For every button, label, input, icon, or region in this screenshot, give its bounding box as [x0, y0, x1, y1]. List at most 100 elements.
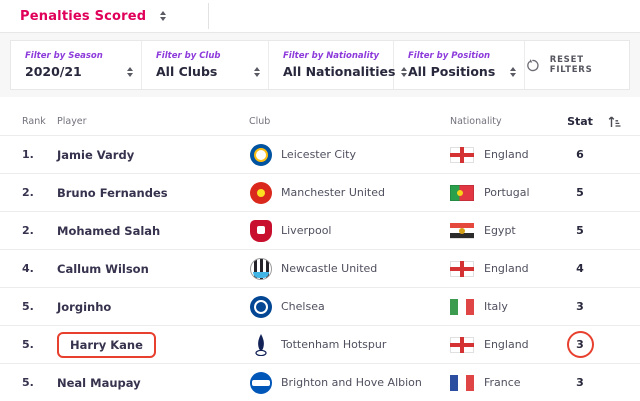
stat-value: 5	[576, 224, 584, 237]
nationality-cell: England	[450, 260, 565, 277]
club-name: Newcastle United	[281, 262, 378, 275]
player-name-annotation-box: Harry Kane	[57, 331, 156, 358]
page-title: Penalties Scored	[20, 8, 147, 24]
filter-club-dropdown[interactable]: Filter by Club All Clubs	[142, 41, 269, 89]
newcastle-united-badge	[250, 257, 272, 280]
stat-cell: 5	[576, 224, 584, 237]
club-cell: Newcastle United	[249, 257, 450, 280]
nationality-cell: England	[450, 146, 565, 163]
stat-cell: 6	[576, 148, 584, 161]
rank-cell: 1.	[22, 148, 34, 161]
rank-cell: 5.	[22, 338, 34, 351]
chevron-updown-icon	[510, 66, 516, 77]
player-cell: Neal Maupay	[57, 376, 249, 390]
filter-nationality-label: Filter by Nationality	[283, 51, 380, 61]
chevron-updown-icon	[254, 66, 260, 77]
table-row[interactable]: 5. Harry Kane Tottenham Hotspur England …	[0, 325, 640, 363]
stat-selector-dropdown-icon[interactable]	[160, 11, 167, 21]
table-row[interactable]: 2. Bruno Fernandes Manchester United Por…	[0, 173, 640, 211]
manchester-united-badge	[250, 181, 272, 204]
filter-position-value: All Positions	[408, 64, 496, 79]
table-body: 1. Jamie Vardy Leicester City England 6 …	[0, 135, 640, 401]
nationality-cell: Portugal	[450, 184, 565, 201]
rank-cell: 4.	[22, 262, 34, 275]
title-bar: Penalties Scored	[0, 0, 640, 33]
club-name: Liverpool	[281, 224, 332, 237]
chevron-updown-icon	[401, 66, 408, 77]
player-cell: Jamie Vardy	[57, 148, 249, 162]
filter-nationality-value: All Nationalities	[283, 64, 396, 79]
table-row[interactable]: 4. Callum Wilson Newcastle United Englan…	[0, 249, 640, 287]
club-name: Brighton and Hove Albion	[281, 376, 422, 389]
table-row[interactable]: 5. Neal Maupay Brighton and Hove Albion …	[0, 363, 640, 401]
column-header-player: Player	[57, 115, 87, 127]
tottenham-hotspur-badge	[250, 333, 272, 356]
column-header-rank: Rank	[22, 115, 46, 127]
stat-value: 3	[576, 376, 584, 389]
rank-cell: 2.	[22, 224, 34, 237]
reset-filters-button[interactable]: RESET FILTERS	[525, 41, 629, 89]
club-cell: Manchester United	[249, 181, 450, 204]
nationality-cell: Egypt	[450, 222, 565, 239]
table-header-row: Rank Player Club Nationality Stat	[0, 107, 640, 135]
club-cell: Tottenham Hotspur	[249, 333, 450, 356]
filter-nationality-dropdown[interactable]: Filter by Nationality All Nationalities	[269, 41, 408, 89]
nationality-name: England	[484, 338, 529, 351]
nationality-name: Egypt	[484, 224, 516, 237]
filter-position-dropdown[interactable]: Filter by Position All Positions	[394, 41, 525, 89]
nationality-name: Portugal	[484, 186, 530, 199]
club-cell: Leicester City	[249, 143, 450, 166]
column-header-club: Club	[249, 115, 271, 127]
brighton-badge	[250, 371, 272, 394]
nationality-name: England	[484, 148, 529, 161]
club-name: Leicester City	[281, 148, 356, 161]
stat-cell: 3	[576, 376, 584, 389]
club-name: Chelsea	[281, 300, 325, 313]
stat-cell: 3	[576, 300, 584, 313]
stat-cell: 4	[576, 262, 584, 275]
stat-cell: 5	[576, 186, 584, 199]
sort-ascending-icon[interactable]	[595, 114, 622, 129]
filter-season-label: Filter by Season	[25, 51, 103, 61]
table-row[interactable]: 2. Mohamed Salah Liverpool Egypt 5	[0, 211, 640, 249]
filter-position-label: Filter by Position	[408, 51, 491, 61]
player-cell: Bruno Fernandes	[57, 186, 249, 200]
rank-cell: 5.	[22, 376, 34, 389]
portugal-flag-icon	[450, 184, 474, 201]
column-header-stat: Stat	[567, 114, 593, 128]
table-row[interactable]: 1. Jamie Vardy Leicester City England 6	[0, 135, 640, 173]
nationality-name: Italy	[484, 300, 508, 313]
leicester-city-badge	[250, 143, 272, 166]
nationality-name: England	[484, 262, 529, 275]
title-divider	[208, 3, 210, 29]
nationality-cell: France	[450, 374, 565, 391]
chelsea-badge	[250, 295, 272, 318]
filter-club-label: Filter by Club	[156, 51, 221, 61]
england-flag-icon	[450, 260, 474, 277]
player-name: Mohamed Salah	[57, 223, 161, 238]
player-name: Jamie Vardy	[57, 147, 135, 162]
table-row[interactable]: 5. Jorginho Chelsea Italy 3	[0, 287, 640, 325]
stat-annotation-circle: 3	[566, 331, 594, 358]
stats-table: Rank Player Club Nationality Stat 1. Jam…	[0, 97, 640, 401]
player-name: Bruno Fernandes	[57, 185, 168, 200]
stat-value: 6	[576, 148, 584, 161]
england-flag-icon	[450, 146, 474, 163]
italy-flag-icon	[450, 298, 474, 315]
club-cell: Brighton and Hove Albion	[249, 371, 450, 394]
player-name: Jorginho	[57, 299, 112, 314]
filter-season-value: 2020/21	[25, 64, 82, 79]
club-cell: Chelsea	[249, 295, 450, 318]
reset-filters-label: RESET FILTERS	[549, 55, 593, 75]
club-name: Tottenham Hotspur	[281, 338, 387, 351]
player-name: Neal Maupay	[57, 375, 141, 390]
nationality-name: France	[484, 376, 521, 389]
undo-arrow-icon	[527, 58, 539, 71]
france-flag-icon	[450, 374, 474, 391]
player-cell: Mohamed Salah	[57, 224, 249, 238]
filter-panel: Filter by Season 2020/21 Filter by Club …	[10, 40, 630, 90]
nationality-cell: Italy	[450, 298, 565, 315]
liverpool-badge	[250, 219, 272, 242]
filter-season-dropdown[interactable]: Filter by Season 2020/21	[11, 41, 142, 89]
